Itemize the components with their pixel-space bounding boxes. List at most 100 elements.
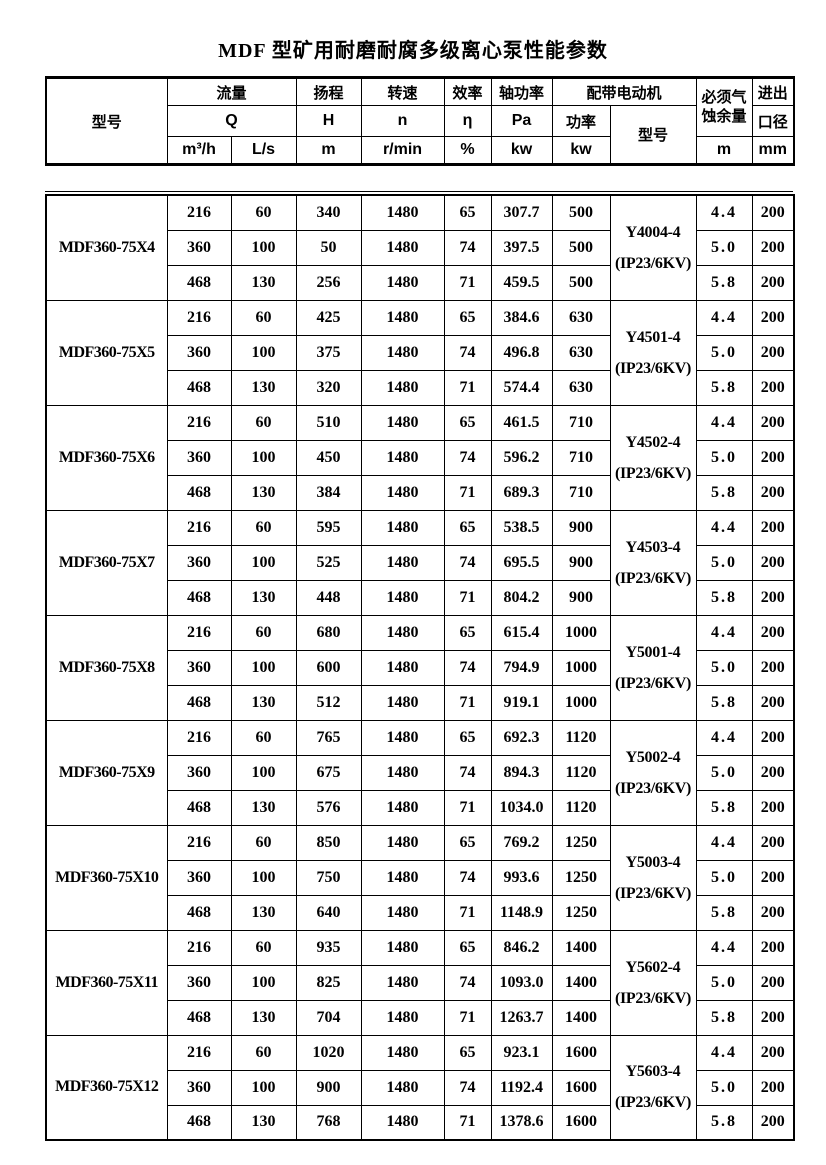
flow-ls-cell: 100 — [230, 544, 297, 581]
shaft-power-cell: 1192.4 — [490, 1069, 553, 1106]
motor-power-cell: 1600 — [551, 1104, 611, 1141]
flow-m3h-cell: 216 — [166, 194, 232, 231]
efficiency-cell: 71 — [443, 579, 492, 616]
table-row: 468 130 704 1480 71 1263.7 1400 5.8 200 — [46, 999, 795, 1036]
shaft-power-cell: 615.4 — [490, 614, 553, 651]
head-cell: 768 — [295, 1104, 362, 1141]
efficiency-cell: 71 — [443, 684, 492, 721]
table-row: 360 100 750 1480 74 993.6 1250 5.0 200 — [46, 859, 795, 896]
speed-cell: 1480 — [360, 194, 445, 231]
flow-m3h-cell: 216 — [166, 929, 232, 966]
shaft-power-cell: 397.5 — [490, 229, 553, 266]
efficiency-cell: 74 — [443, 439, 492, 476]
shaft-power-cell: 538.5 — [490, 509, 553, 546]
npsh-unit: m — [695, 136, 753, 165]
npsh-cell: 4.4 — [695, 824, 753, 861]
shaft-power-cell: 846.2 — [490, 929, 553, 966]
diameter-cell: 200 — [751, 579, 795, 616]
diameter-cell: 200 — [751, 474, 795, 511]
diameter-cell: 200 — [751, 964, 795, 1001]
speed-cell: 1480 — [360, 369, 445, 406]
table-row: 468 130 256 1480 71 459.5 500 5.8 200 — [46, 264, 795, 301]
col-header-motor: 配带电动机 — [551, 77, 697, 106]
efficiency-cell: 71 — [443, 264, 492, 301]
table-row: 360 100 450 1480 74 596.2 710 5.0 200 — [46, 439, 795, 476]
pump-group: MDF360-75X5 216 60 425 1480 65 384.6 630… — [45, 299, 795, 406]
flow-ls-cell: 100 — [230, 1069, 297, 1106]
speed-symbol: n — [360, 105, 445, 137]
shaft-power-cell: 894.3 — [490, 754, 553, 791]
speed-cell: 1480 — [360, 334, 445, 371]
shaft-power-cell: 689.3 — [490, 474, 553, 511]
shaft-power-cell: 496.8 — [490, 334, 553, 371]
npsh-cell: 5.8 — [695, 474, 753, 511]
diameter-cell: 200 — [751, 1069, 795, 1106]
speed-cell: 1480 — [360, 789, 445, 826]
flow-unit-ls: L/s — [230, 136, 297, 165]
efficiency-symbol: η — [443, 105, 492, 137]
pump-group: MDF360-75X6 216 60 510 1480 65 461.5 710… — [45, 404, 795, 511]
flow-ls-cell: 60 — [230, 614, 297, 651]
head-cell: 680 — [295, 614, 362, 651]
table-row: MDF360-75X6 216 60 510 1480 65 461.5 710… — [45, 404, 795, 511]
motor-model-line1: Y4502-4 — [625, 433, 681, 451]
speed-cell: 1480 — [360, 894, 445, 931]
diameter-cell: 200 — [751, 404, 795, 441]
motor-power-cell: 630 — [551, 334, 611, 371]
diameter-cell: 200 — [751, 684, 795, 721]
speed-cell: 1480 — [360, 544, 445, 581]
npsh-cell: 5.8 — [695, 1104, 753, 1141]
head-cell: 256 — [295, 264, 362, 301]
flow-ls-cell: 130 — [230, 1104, 297, 1141]
flow-ls-cell: 60 — [230, 194, 297, 231]
head-cell: 765 — [295, 719, 362, 756]
shaft-power-cell: 692.3 — [490, 719, 553, 756]
flow-m3h-cell: 216 — [166, 1034, 232, 1071]
pump-model-cell: MDF360-75X8 — [45, 614, 168, 721]
flow-ls-cell: 100 — [230, 754, 297, 791]
flow-ls-cell: 130 — [230, 894, 297, 931]
shaft-power-cell: 1034.0 — [490, 789, 553, 826]
speed-cell: 1480 — [360, 929, 445, 966]
shaft-power-symbol: Pa — [490, 105, 553, 137]
flow-m3h-cell: 360 — [166, 964, 232, 1001]
motor-power-cell: 710 — [551, 404, 611, 441]
shaft-power-cell: 794.9 — [490, 649, 553, 686]
speed-cell: 1480 — [360, 614, 445, 651]
flow-ls-cell: 130 — [230, 264, 297, 301]
motor-power-cell: 900 — [551, 579, 611, 616]
head-cell: 512 — [295, 684, 362, 721]
motor-power-cell: 1120 — [551, 719, 611, 756]
col-header-shaft-power: 轴功率 — [490, 77, 553, 106]
flow-m3h-cell: 216 — [166, 824, 232, 861]
motor-power-cell: 1400 — [551, 964, 611, 1001]
flow-m3h-cell: 468 — [166, 369, 232, 406]
efficiency-cell: 65 — [443, 719, 492, 756]
pump-group: MDF360-75X11 216 60 935 1480 65 846.2 14… — [45, 929, 795, 1036]
table-row: MDF360-75X11 216 60 935 1480 65 846.2 14… — [45, 929, 795, 1036]
npsh-cell: 4.4 — [695, 194, 753, 231]
table-row: 360 100 825 1480 74 1093.0 1400 5.0 200 — [46, 964, 795, 1001]
efficiency-cell: 65 — [443, 614, 492, 651]
flow-m3h-cell: 216 — [166, 299, 232, 336]
shaft-power-cell: 804.2 — [490, 579, 553, 616]
table-row: 360 100 600 1480 74 794.9 1000 5.0 200 — [46, 649, 795, 686]
npsh-cell: 5.8 — [695, 684, 753, 721]
diameter-cell: 200 — [751, 649, 795, 686]
pump-model-cell: MDF360-75X9 — [45, 719, 168, 826]
head-cell: 510 — [295, 404, 362, 441]
table-row: MDF360-75X10 216 60 850 1480 65 769.2 12… — [45, 824, 795, 931]
motor-spec-line2: (IP23/6KV) — [614, 674, 692, 692]
motor-power-cell: 710 — [551, 439, 611, 476]
flow-ls-cell: 100 — [230, 334, 297, 371]
flow-m3h-cell: 468 — [166, 579, 232, 616]
npsh-cell: 4.4 — [695, 1034, 753, 1071]
table-area: 型号 流量 扬程 转速 效率 轴功率 配带电动机 必须气蚀余量 进出 Q H n… — [45, 76, 796, 1141]
inlet-outlet-unit: mm — [751, 136, 795, 165]
motor-model-line1: Y5602-4 — [625, 958, 681, 976]
flow-ls-cell: 60 — [230, 1034, 297, 1071]
flow-m3h-cell: 468 — [166, 474, 232, 511]
head-cell: 384 — [295, 474, 362, 511]
header-table: 型号 流量 扬程 转速 效率 轴功率 配带电动机 必须气蚀余量 进出 Q H n… — [45, 76, 796, 166]
